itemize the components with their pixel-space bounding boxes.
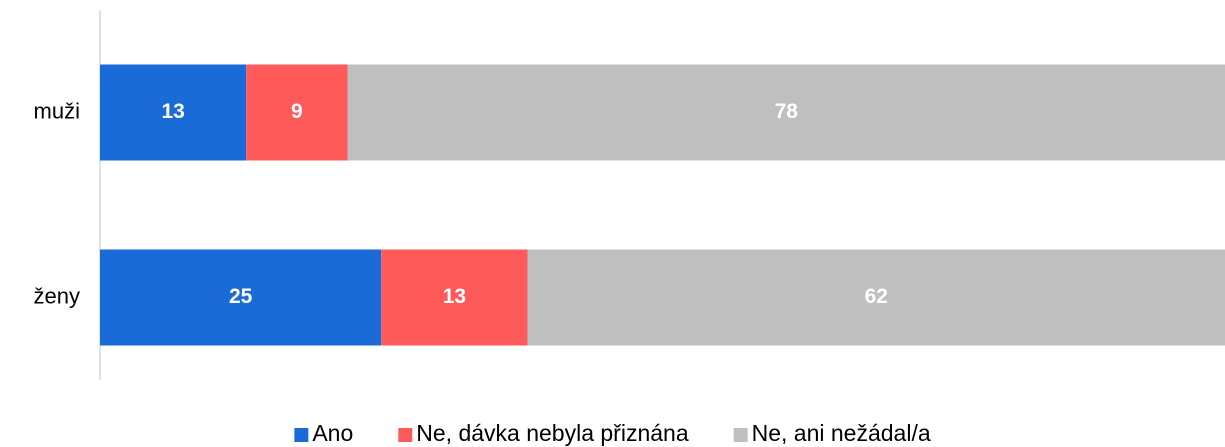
bar-segment (347, 64, 1225, 161)
bar-segment (527, 249, 1225, 346)
legend-label: Ne, dávka nebyla přiznána (416, 420, 689, 446)
legend-label: Ano (312, 420, 353, 446)
data-label: 78 (775, 100, 799, 123)
legend-swatch (733, 428, 748, 442)
legend-swatch (294, 428, 309, 442)
data-label: 25 (229, 285, 253, 308)
bar-segment (246, 64, 348, 161)
y-tick-label: ženy (34, 283, 80, 308)
data-label: 13 (443, 285, 466, 308)
bar-segment (100, 64, 247, 161)
data-label: 9 (291, 100, 303, 123)
data-label: 62 (865, 285, 888, 308)
legend-label: Ne, ani nežádal/a (752, 420, 931, 446)
data-label: 13 (161, 100, 184, 123)
bar-segment (100, 249, 382, 346)
y-tick-label: muži (34, 98, 80, 123)
bar-segment (381, 249, 528, 346)
legend-swatch (398, 428, 413, 442)
